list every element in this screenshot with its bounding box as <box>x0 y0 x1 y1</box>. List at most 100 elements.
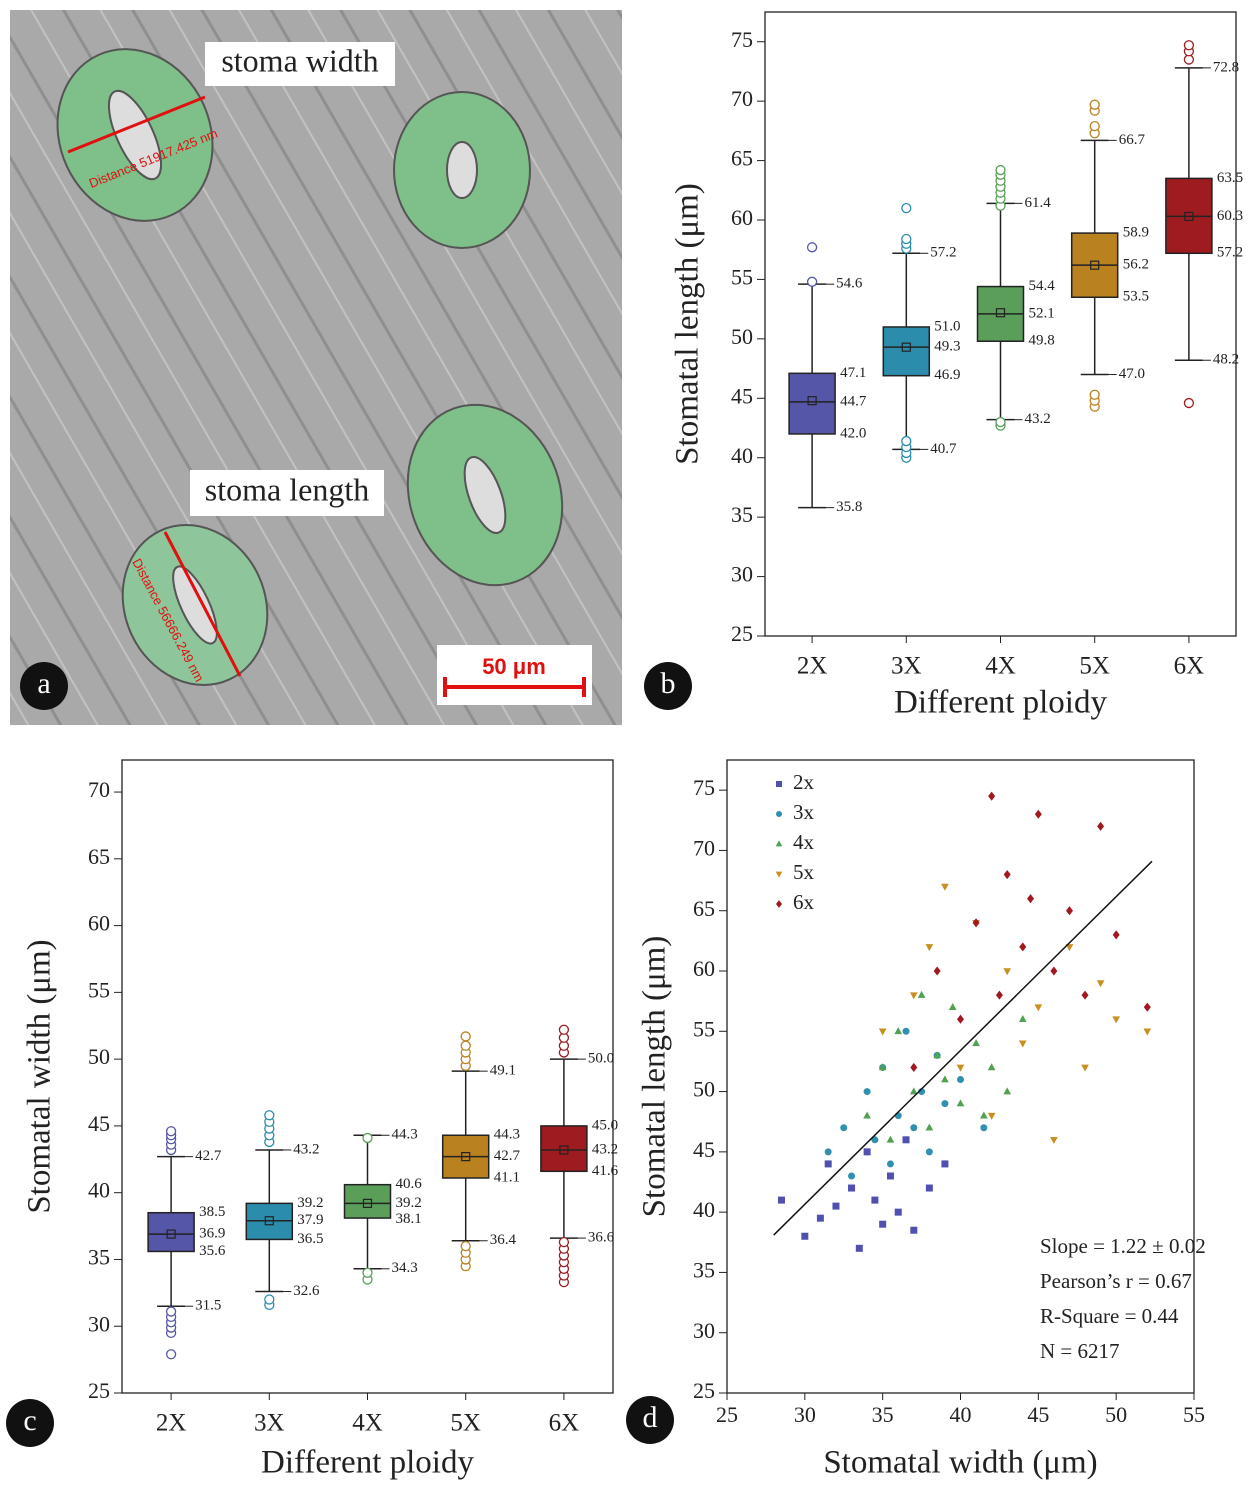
value-label: 56.2 <box>1123 257 1149 273</box>
point <box>1065 906 1073 916</box>
x-tick-label: 30 <box>794 1402 816 1427</box>
y-tick-label: 55 <box>88 977 110 1002</box>
value-label: 44.3 <box>494 1127 520 1143</box>
x-tick-label: 5X <box>450 1410 481 1437</box>
x-tick-label: 2X <box>156 1410 187 1437</box>
mean-marker <box>166 1229 176 1239</box>
legend-marker <box>776 781 782 787</box>
legend-label: 3x <box>793 800 815 824</box>
point <box>988 791 996 801</box>
y-tick-label: 25 <box>731 621 753 646</box>
value-label: 36.9 <box>199 1226 225 1242</box>
value-label: 66.7 <box>1119 132 1146 148</box>
value-label: 38.1 <box>396 1211 422 1227</box>
box <box>147 1211 195 1253</box>
outlier <box>901 202 912 214</box>
panel-letter: b <box>661 667 676 700</box>
value-label: 36.4 <box>490 1232 517 1248</box>
point <box>902 1136 910 1144</box>
x-tick-label: 40 <box>950 1402 972 1427</box>
value-label: 53.5 <box>1123 289 1149 305</box>
point <box>894 1112 902 1120</box>
point <box>816 1214 824 1222</box>
outlier <box>995 164 1006 176</box>
value-label: 43.2 <box>293 1141 319 1157</box>
panel-letter: a <box>37 667 50 700</box>
y-tick-label: 55 <box>731 264 753 289</box>
panel-badge <box>6 1399 54 1447</box>
scale-box <box>437 645 592 705</box>
outlier <box>1183 397 1195 409</box>
y-tick-label: 30 <box>693 1318 715 1343</box>
point <box>925 944 934 952</box>
y-tick-label: 60 <box>693 956 715 981</box>
value-label: 51.0 <box>934 318 960 334</box>
stat-text: N = 6217 <box>1040 1339 1120 1363</box>
y-tick-label: 45 <box>731 383 753 408</box>
width-line <box>67 95 206 154</box>
mean-marker <box>1184 211 1194 222</box>
point <box>824 1160 832 1168</box>
point <box>987 1063 996 1071</box>
y-tick-label: 50 <box>693 1077 715 1102</box>
x-tick-label: 4X <box>985 653 1016 680</box>
point <box>886 1160 894 1168</box>
mean-marker <box>1090 260 1100 270</box>
y-tick-label: 35 <box>693 1257 715 1282</box>
y-tick-label: 35 <box>731 502 753 527</box>
point <box>863 1148 871 1156</box>
point <box>941 883 949 891</box>
stat-text: Pearson’s r = 0.67 <box>1040 1269 1192 1293</box>
outlier <box>460 1031 471 1042</box>
panel-badge <box>626 1396 674 1444</box>
y-tick-label: 30 <box>88 1311 110 1336</box>
panel-letter: c <box>23 1404 36 1437</box>
y-tick-label: 70 <box>731 86 753 111</box>
value-label: 49.1 <box>490 1063 516 1079</box>
legend-label: 2x <box>793 770 815 794</box>
legend-marker <box>775 840 783 847</box>
legend-label: 5x <box>793 860 815 884</box>
x-tick-label: 55 <box>1183 1402 1205 1427</box>
point <box>1096 980 1105 988</box>
stomata <box>56 48 564 686</box>
point <box>941 1100 949 1108</box>
label-box <box>190 470 384 516</box>
x-tick-label: 5X <box>1079 653 1110 680</box>
pore <box>172 565 218 645</box>
scale-label: 50 μm <box>482 654 546 679</box>
point <box>886 1135 895 1143</box>
length-line <box>163 531 242 677</box>
value-label: 40.6 <box>396 1176 423 1192</box>
point <box>956 1064 965 1072</box>
point <box>933 966 941 976</box>
outlier <box>1183 40 1195 51</box>
value-label: 61.4 <box>1025 195 1052 211</box>
point <box>956 1099 965 1107</box>
value-label: 36.5 <box>297 1231 323 1247</box>
point <box>871 1196 879 1204</box>
point <box>941 1075 949 1083</box>
point <box>1081 1064 1089 1072</box>
x-tick-label: 6X <box>1174 653 1205 680</box>
value-label: 60.3 <box>1217 208 1243 224</box>
y-tick-label: 30 <box>731 562 753 587</box>
y-tick-label: 40 <box>693 1197 715 1222</box>
outlier <box>264 1294 275 1305</box>
value-label: 40.7 <box>930 441 957 457</box>
outlier <box>165 1126 177 1137</box>
mean-marker <box>461 1152 471 1162</box>
x-tick-label: 4X <box>352 1410 383 1437</box>
value-label: 42.0 <box>840 425 866 441</box>
panel-letter: d <box>643 1401 658 1434</box>
outlier <box>806 242 818 253</box>
outlier <box>558 1024 570 1035</box>
x-tick-label: 3X <box>254 1410 285 1437</box>
point <box>980 1111 988 1119</box>
x-axis-title: Stomatal width (μm) <box>823 1445 1097 1481</box>
x-tick-label: 35 <box>872 1402 894 1427</box>
point <box>941 1160 949 1168</box>
y-axis-title: Stomatal length (μm) <box>670 183 706 465</box>
outlier <box>901 435 912 447</box>
